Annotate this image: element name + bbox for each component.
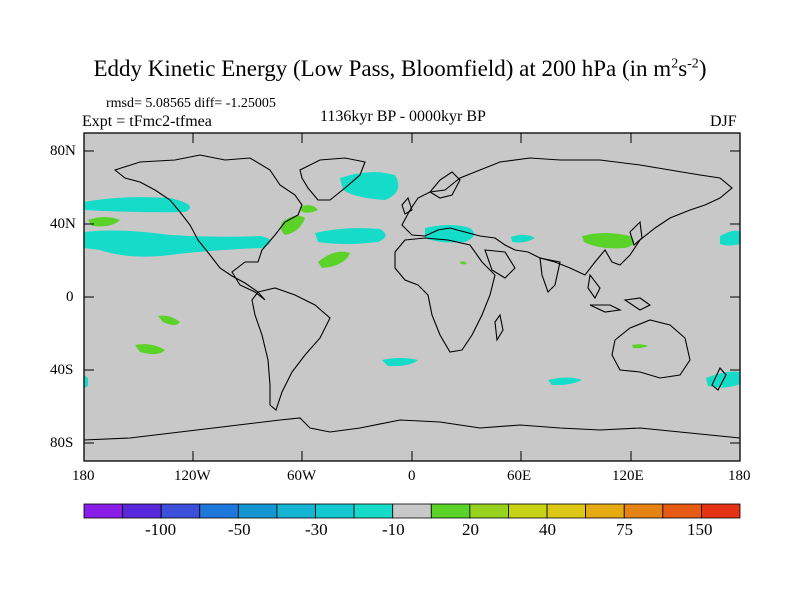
colorbar-swatch: [392, 503, 432, 519]
colorbar-swatch: [122, 503, 162, 519]
colorbar: [83, 503, 741, 519]
map-background: [84, 133, 740, 461]
colorbar-swatch: [353, 503, 394, 519]
lon-label-180w: 180: [72, 468, 95, 484]
lon-label-60e: 60E: [507, 468, 532, 484]
colorbar-swatch: [237, 503, 278, 519]
colorbar-swatch: [623, 503, 664, 519]
colorbar-label: -10: [382, 520, 405, 539]
colorbar-swatch: [469, 503, 509, 519]
season-text: DJF: [710, 113, 737, 130]
lat-label-80n: 80N: [50, 143, 76, 159]
lon-label-180e: 180: [728, 468, 751, 484]
lon-label-120w: 120W: [174, 468, 211, 484]
colorbar-swatch: [430, 503, 471, 519]
coastlines: [83, 154, 741, 441]
colorbar-swatch: [276, 503, 316, 519]
figure-title: Eddy Kinetic Energy (Low Pass, Bloomfiel…: [93, 56, 707, 81]
colorbar-label: 150: [687, 520, 713, 539]
negative-anomaly-regions: [84, 172, 740, 388]
axis-ticks: [84, 133, 740, 461]
colorbar-swatch: [83, 503, 123, 519]
colorbar-label: 40: [539, 520, 556, 539]
lon-label-60w: 60W: [287, 468, 317, 484]
lat-label-40s: 40S: [50, 362, 74, 378]
colorbar-swatch: [160, 503, 201, 519]
colorbar-swatch: [315, 503, 355, 519]
rmsd-text: rmsd= 5.08565 diff= -1.25005: [106, 96, 276, 111]
colorbar-label: -50: [228, 520, 251, 539]
expt-text: Expt = tFmc2-tfmea: [82, 113, 212, 130]
colorbar-swatch: [199, 503, 239, 519]
lon-label-0: 0: [408, 468, 416, 484]
colorbar-label: -100: [145, 520, 177, 539]
colorbar-swatch: [546, 503, 587, 519]
lat-label-40n: 40N: [50, 216, 76, 232]
positive-anomaly-regions: [88, 205, 648, 355]
colorbar-label: -30: [305, 520, 328, 539]
colorbar-label: 75: [616, 520, 633, 539]
colorbar-label: 20: [462, 520, 479, 539]
lon-label-120e: 120E: [612, 468, 644, 484]
colorbar-swatch: [508, 503, 548, 519]
colorbar-swatch: [585, 503, 625, 519]
lat-label-80s: 80S: [50, 435, 74, 451]
period-text: 1136kyr BP - 0000kyr BP: [320, 108, 486, 125]
colorbar-swatch: [701, 503, 741, 519]
colorbar-swatch: [662, 503, 702, 519]
lat-label-0: 0: [66, 289, 74, 305]
